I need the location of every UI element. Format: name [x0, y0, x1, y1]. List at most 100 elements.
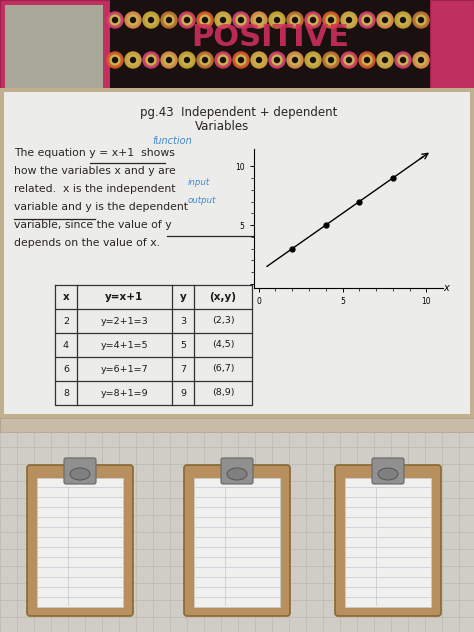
Text: 9: 9: [180, 389, 186, 398]
Circle shape: [179, 52, 195, 68]
Circle shape: [274, 58, 280, 63]
Circle shape: [236, 15, 246, 25]
Text: x: x: [63, 292, 69, 302]
Circle shape: [179, 12, 195, 28]
Text: (6,7): (6,7): [212, 365, 234, 374]
Circle shape: [383, 58, 388, 63]
Circle shape: [254, 55, 264, 65]
Circle shape: [398, 55, 408, 65]
Circle shape: [323, 12, 339, 28]
Bar: [110, 0, 430, 88]
Circle shape: [380, 55, 390, 65]
Text: output: output: [188, 196, 217, 205]
Circle shape: [110, 55, 120, 65]
Bar: [0, 418, 474, 432]
Text: 3: 3: [180, 317, 186, 325]
Circle shape: [326, 15, 336, 25]
Circle shape: [143, 12, 159, 28]
Circle shape: [218, 55, 228, 65]
Circle shape: [344, 15, 354, 25]
Circle shape: [128, 55, 138, 65]
Circle shape: [110, 15, 120, 25]
Circle shape: [305, 52, 321, 68]
Circle shape: [272, 55, 282, 65]
Text: (2,3): (2,3): [212, 317, 234, 325]
Text: POSITIVE: POSITIVE: [191, 23, 349, 52]
Bar: [0, 88, 474, 418]
Circle shape: [238, 58, 244, 63]
Circle shape: [148, 58, 154, 63]
Circle shape: [197, 52, 213, 68]
Text: y=x+1: y=x+1: [105, 292, 144, 302]
Text: (x,y): (x,y): [210, 292, 237, 302]
Circle shape: [233, 52, 249, 68]
FancyBboxPatch shape: [335, 465, 441, 616]
Bar: [430, 0, 474, 130]
Circle shape: [143, 52, 159, 68]
Circle shape: [251, 52, 267, 68]
Circle shape: [365, 18, 370, 23]
Circle shape: [256, 18, 262, 23]
Circle shape: [182, 55, 192, 65]
Circle shape: [323, 52, 339, 68]
Circle shape: [220, 58, 226, 63]
Circle shape: [215, 12, 231, 28]
Circle shape: [274, 18, 280, 23]
Circle shape: [200, 15, 210, 25]
FancyBboxPatch shape: [372, 458, 404, 484]
Circle shape: [344, 55, 354, 65]
Text: input: input: [188, 178, 210, 187]
Circle shape: [107, 52, 123, 68]
Circle shape: [164, 15, 174, 25]
Circle shape: [146, 15, 156, 25]
Text: y=8+1=9: y=8+1=9: [100, 389, 148, 398]
Text: 6: 6: [63, 365, 69, 374]
Circle shape: [362, 55, 372, 65]
Circle shape: [125, 12, 141, 28]
Circle shape: [128, 15, 138, 25]
Circle shape: [287, 12, 303, 28]
Circle shape: [341, 52, 357, 68]
Circle shape: [251, 12, 267, 28]
Circle shape: [164, 55, 174, 65]
Bar: [37, 478, 123, 607]
Circle shape: [326, 55, 336, 65]
Text: variable and y is the dependent: variable and y is the dependent: [14, 202, 188, 212]
Circle shape: [395, 12, 411, 28]
Circle shape: [416, 55, 426, 65]
Text: variable, since the value of y: variable, since the value of y: [14, 220, 172, 230]
FancyBboxPatch shape: [64, 458, 96, 484]
Circle shape: [200, 55, 210, 65]
Ellipse shape: [70, 468, 90, 480]
Circle shape: [287, 52, 303, 68]
Text: 5: 5: [180, 341, 186, 349]
Text: (4,5): (4,5): [212, 341, 234, 349]
Circle shape: [290, 15, 300, 25]
Circle shape: [202, 18, 208, 23]
FancyBboxPatch shape: [184, 465, 290, 616]
Circle shape: [112, 58, 118, 63]
Circle shape: [310, 58, 316, 63]
Circle shape: [310, 18, 316, 23]
Text: x: x: [444, 283, 449, 293]
Circle shape: [398, 15, 408, 25]
Bar: [0, 0, 474, 88]
Circle shape: [377, 12, 393, 28]
Bar: [0, 430, 474, 632]
Circle shape: [220, 18, 226, 23]
Circle shape: [308, 15, 318, 25]
Circle shape: [107, 12, 123, 28]
Circle shape: [395, 52, 411, 68]
Text: (8,9): (8,9): [212, 389, 234, 398]
Text: 🌿: 🌿: [46, 95, 64, 123]
Circle shape: [161, 12, 177, 28]
Circle shape: [166, 18, 172, 23]
Circle shape: [328, 18, 334, 23]
Text: related.  x is the independent: related. x is the independent: [14, 184, 175, 194]
Circle shape: [305, 12, 321, 28]
Text: function: function: [152, 136, 192, 146]
Ellipse shape: [378, 468, 398, 480]
Circle shape: [416, 15, 426, 25]
Text: 2: 2: [63, 317, 69, 325]
Text: how the variables x and y are: how the variables x and y are: [14, 166, 176, 176]
